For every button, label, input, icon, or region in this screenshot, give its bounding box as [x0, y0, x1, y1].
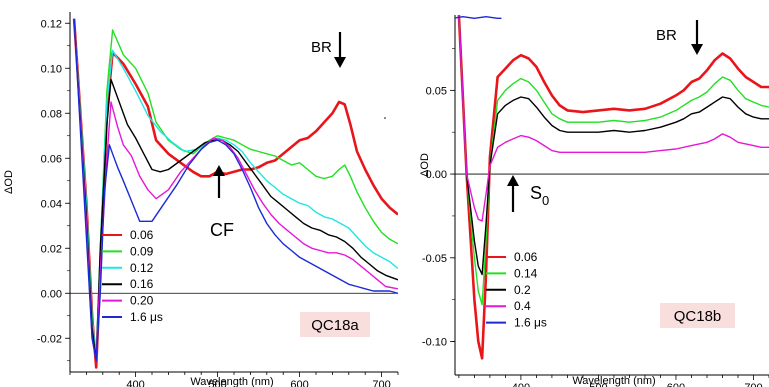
legend-label: 0.16 [130, 277, 154, 291]
series-line-0-14 [458, 14, 769, 306]
y-tick-label: 0.12 [41, 18, 62, 30]
legend-label: 0.12 [130, 261, 154, 275]
series-line-1-6-s [73, 18, 398, 362]
panel-label-badge [660, 303, 735, 328]
y-axis-label: ΔOD [3, 170, 15, 194]
panel-label-badge [300, 312, 370, 337]
y-tick-label: 0.02 [41, 243, 62, 255]
series-line-0-09 [73, 18, 398, 362]
annotation-arrow-head [334, 57, 346, 68]
annotation-arrow-head [507, 175, 519, 186]
series-group [455, 14, 769, 360]
panel-label: QC18a [311, 317, 359, 334]
stray-dot [384, 117, 386, 119]
x-tick-label: 600 [290, 379, 308, 387]
y-tick-label: 0.00 [41, 288, 62, 300]
legend-label: 0.4 [514, 299, 531, 313]
x-tick-label: 400 [512, 382, 530, 387]
x-tick-label: 700 [372, 379, 390, 387]
y-tick-label: 0.06 [41, 153, 62, 165]
legend-label: 0.09 [130, 244, 154, 258]
y-tick-label: 0.10 [41, 63, 62, 75]
series-line-0-4 [458, 14, 769, 222]
legend-label: 1.6 μs [514, 316, 547, 330]
y-tick-label: 0.04 [41, 198, 62, 210]
series-line-0-16 [73, 18, 398, 362]
annotation-label: S0 [530, 183, 549, 208]
series-line-0-12 [73, 18, 398, 357]
series-line-1-6-s [455, 16, 502, 19]
y-axis-label: ΔOD [419, 153, 431, 177]
annotation-label: CF [210, 220, 234, 240]
legend-label: 0.06 [514, 250, 538, 264]
legend-label: 0.2 [514, 283, 531, 297]
panel-label: QC18b [674, 308, 722, 325]
x-tick-label: 500 [589, 382, 607, 387]
legend-label: 0.20 [130, 294, 154, 308]
annotation-arrow-head [691, 44, 703, 55]
series-line-0-20 [73, 18, 398, 362]
y-tick-label: 0.05 [426, 85, 447, 97]
y-tick-label: -0.02 [37, 333, 62, 345]
x-axis-label: Wavelength (nm) [572, 375, 655, 387]
x-tick-label: 400 [126, 379, 144, 387]
x-tick-label: 500 [208, 379, 226, 387]
y-tick-label: -0.10 [422, 337, 447, 349]
chart-panel-b: 400 500 600 700 -0.10 -0.05 0.00 0.05 Wavelength… [419, 14, 769, 387]
y-tick-label: -0.05 [422, 253, 447, 265]
y-tick-label: 0.00 [426, 169, 447, 181]
y-tick-label: 0.08 [41, 108, 62, 120]
annotation-label: BR [311, 39, 332, 56]
x-tick-label: 600 [667, 382, 685, 387]
annotation-arrow-head [213, 165, 225, 176]
legend-label: 1.6 μs [130, 310, 163, 324]
legend-label: 0.14 [514, 266, 538, 280]
chart-panel-a: 400 500 600 700 -0.02 0.00 0.02 0.04 0.06 0.08 0.1… [3, 12, 399, 387]
legend-label: 0.06 [130, 228, 154, 242]
annotation-label: BR [656, 27, 677, 44]
x-axis-label: Wavelength (nm) [190, 376, 273, 387]
x-tick-label: 700 [744, 382, 762, 387]
series-group [72, 18, 398, 369]
